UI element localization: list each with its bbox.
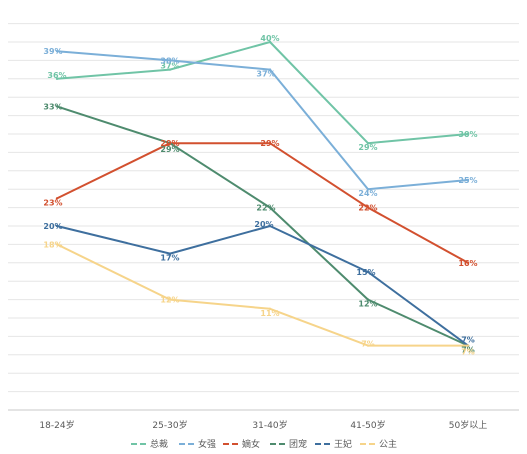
data-label: 29% [358, 143, 377, 152]
data-label: 37% [256, 70, 275, 79]
legend-label: 嫡女 [242, 438, 260, 450]
data-point [55, 105, 59, 108]
data-point [268, 224, 272, 228]
data-label: 7% [461, 348, 475, 357]
data-label: 24% [358, 189, 377, 198]
data-point [55, 77, 59, 81]
series-line [56, 243, 469, 347]
data-point [466, 344, 470, 347]
data-point [366, 188, 370, 191]
data-point [268, 142, 272, 145]
data-label: 39% [43, 47, 62, 56]
data-label: 29% [160, 145, 179, 154]
data-label: 36% [47, 71, 66, 80]
legend-label: 女强 [198, 438, 216, 450]
data-label: 30% [458, 130, 477, 139]
legend: 总裁 女强 嫡女 团宠 王妃 公主 [131, 438, 397, 450]
data-label: 15% [356, 268, 375, 277]
data-point [268, 206, 272, 209]
data-point [366, 206, 370, 209]
data-label: 33% [43, 102, 62, 111]
x-tick-label: 50岁以上 [449, 419, 487, 431]
legend-label: 总裁 [150, 438, 168, 450]
data-label: 12% [358, 300, 377, 309]
data-label: 12% [160, 296, 179, 305]
x-tick-label: 25-30岁 [152, 419, 187, 431]
series-lines [55, 40, 470, 347]
data-label: 38% [160, 56, 179, 65]
data-label: 22% [256, 204, 275, 213]
x-tick-label: 41-50岁 [350, 419, 385, 431]
data-label: 29% [160, 139, 179, 148]
x-tick-label: 31-40岁 [252, 419, 287, 431]
data-label: 7% [461, 336, 475, 345]
data-point [168, 252, 172, 255]
data-label: 16% [458, 259, 477, 268]
data-labels: 36%37%40%29%30%39%38%37%24%25%23%29% 29%2… [43, 34, 477, 357]
data-label: 37% [160, 62, 179, 71]
data-label: 20% [43, 222, 62, 231]
data-point [466, 261, 470, 264]
data-point [168, 142, 172, 145]
x-axis-ticks: 18-24岁 25-30岁 31-40岁 41-50岁 50岁以上 [39, 419, 487, 431]
data-point [366, 142, 370, 145]
data-label: 7% [461, 346, 475, 355]
data-label: 22% [358, 204, 377, 213]
legend-label: 团宠 [289, 438, 307, 450]
data-point [55, 224, 59, 228]
data-point [168, 298, 172, 301]
data-label: 17% [160, 254, 179, 263]
data-label: 20% [254, 220, 273, 229]
data-label: 25% [458, 176, 477, 185]
data-point [55, 197, 59, 200]
legend-label: 王妃 [334, 438, 352, 450]
data-point [366, 298, 370, 301]
data-label: 18% [43, 240, 62, 249]
data-point [268, 307, 272, 310]
data-point [55, 243, 59, 246]
data-point [466, 132, 470, 136]
data-point [466, 178, 470, 182]
gridlines [8, 23, 519, 411]
x-tick-label: 18-24岁 [39, 419, 74, 431]
data-point [268, 40, 272, 44]
data-label: 11% [260, 309, 279, 318]
data-point [168, 59, 172, 62]
data-point [168, 68, 172, 71]
data-point [55, 50, 59, 53]
data-point [366, 270, 370, 274]
data-label: 7% [361, 340, 375, 349]
legend-label: 公主 [379, 438, 397, 450]
data-point [268, 68, 272, 71]
data-point [366, 344, 370, 347]
data-label: 40% [260, 34, 279, 43]
data-label: 29% [260, 139, 279, 148]
data-label: 23% [43, 198, 62, 207]
